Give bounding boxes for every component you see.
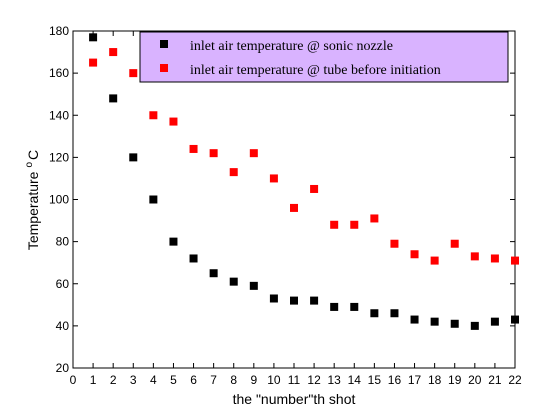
- data-point-tube: [370, 214, 379, 223]
- legend-label-sonic-nozzle: inlet air temperature @ sonic nozzle: [190, 39, 393, 54]
- legend-marker-sonic-nozzle: [160, 40, 168, 48]
- data-point-sonic-nozzle: [511, 315, 519, 324]
- data-point-sonic-nozzle: [490, 317, 499, 326]
- data-point-tube: [430, 256, 439, 265]
- x-tick-label: 22: [508, 373, 522, 387]
- x-tick-label: 10: [267, 373, 281, 387]
- x-tick-label: 14: [348, 373, 362, 387]
- data-point-tube: [129, 69, 138, 78]
- x-tick-label: 15: [368, 373, 382, 387]
- data-point-sonic-nozzle: [229, 277, 238, 286]
- data-point-sonic-nozzle: [109, 94, 118, 103]
- data-point-tube: [511, 256, 519, 265]
- x-tick-label: 9: [250, 373, 257, 387]
- y-axis-title-text: Temperature: [25, 171, 41, 250]
- x-tick-label: 13: [328, 373, 342, 387]
- data-point-tube: [310, 184, 319, 193]
- data-point-tube: [229, 168, 238, 177]
- x-tick-label: 4: [150, 373, 157, 387]
- x-axis-title: the "number"th shot: [233, 391, 356, 407]
- y-tick-label: 160: [49, 66, 69, 80]
- data-point-tube: [390, 239, 399, 248]
- data-point-sonic-nozzle: [269, 294, 278, 303]
- data-point-tube: [169, 117, 178, 126]
- x-tick-label: 5: [170, 373, 177, 387]
- x-tick-label: 8: [230, 373, 237, 387]
- data-point-sonic-nozzle: [350, 302, 359, 311]
- y-axis-title: Temperature oC: [24, 150, 41, 250]
- data-point-tube: [149, 111, 158, 120]
- data-point-sonic-nozzle: [330, 302, 339, 311]
- x-tick-label: 6: [190, 373, 197, 387]
- data-point-tube: [109, 48, 118, 57]
- data-point-tube: [89, 58, 98, 67]
- y-tick-label: 180: [49, 24, 69, 38]
- data-point-sonic-nozzle: [430, 317, 439, 326]
- data-point-tube: [470, 252, 479, 261]
- data-point-sonic-nozzle: [290, 296, 298, 305]
- y-tick-label: 40: [56, 319, 70, 333]
- y-tick-label: 140: [49, 108, 69, 122]
- y-tick-label: 80: [56, 235, 70, 249]
- data-point-sonic-nozzle: [310, 296, 319, 305]
- x-tick-label: 12: [307, 373, 321, 387]
- plot-area: [72, 30, 516, 369]
- legend-label-tube: inlet air temperature @ tube before init…: [190, 63, 441, 78]
- y-axis-title-superscript: o: [24, 162, 35, 168]
- y-tick-label: 100: [49, 193, 69, 207]
- data-point-tube: [290, 203, 298, 212]
- y-tick-label: 120: [49, 150, 69, 164]
- data-point-sonic-nozzle: [390, 309, 399, 318]
- y-axis-title-unit: C: [25, 150, 41, 160]
- data-point-tube: [410, 250, 419, 259]
- data-point-tube: [350, 220, 359, 229]
- data-point-tube: [249, 149, 258, 158]
- y-tick-label: 20: [56, 361, 70, 375]
- legend-box: [139, 31, 509, 83]
- legend-marker-tube: [160, 64, 168, 72]
- data-point-tube: [330, 220, 339, 229]
- data-point-tube: [269, 174, 278, 183]
- data-point-sonic-nozzle: [189, 254, 198, 263]
- x-tick-label: 21: [488, 373, 502, 387]
- x-tick-label: 11: [288, 373, 301, 387]
- data-point-sonic-nozzle: [149, 195, 158, 204]
- x-tick-label: 16: [388, 373, 402, 387]
- y-tick-label: 60: [56, 277, 70, 291]
- x-tick-label: 19: [448, 373, 462, 387]
- data-point-sonic-nozzle: [450, 319, 459, 328]
- x-tick-label: 2: [110, 373, 117, 387]
- data-point-sonic-nozzle: [249, 281, 258, 290]
- x-tick-label: 1: [90, 373, 97, 387]
- data-point-sonic-nozzle: [470, 321, 479, 330]
- data-point-sonic-nozzle: [209, 269, 218, 278]
- data-point-sonic-nozzle: [89, 33, 98, 42]
- data-points: [89, 33, 519, 330]
- data-point-tube: [189, 144, 198, 153]
- data-point-tube: [490, 254, 499, 263]
- data-point-tube: [450, 239, 459, 248]
- x-tick-label: 7: [210, 373, 217, 387]
- data-point-sonic-nozzle: [169, 237, 178, 246]
- data-point-sonic-nozzle: [370, 309, 379, 318]
- x-tick-label: 3: [130, 373, 137, 387]
- x-tick-label: 0: [70, 373, 77, 387]
- data-point-tube: [209, 149, 218, 158]
- data-point-sonic-nozzle: [129, 153, 138, 162]
- x-tick-label: 17: [408, 373, 422, 387]
- legend: inlet air temperature @ sonic nozzle inl…: [139, 31, 509, 83]
- x-tick-label: 18: [428, 373, 442, 387]
- data-point-sonic-nozzle: [410, 315, 419, 324]
- axis-ticks: 0 1 2 3 4 5 6 7 8 9 10 11 12 13 14 15 16 17 18 19 20 21 222040…: [49, 24, 522, 387]
- x-tick-label: 20: [468, 373, 482, 387]
